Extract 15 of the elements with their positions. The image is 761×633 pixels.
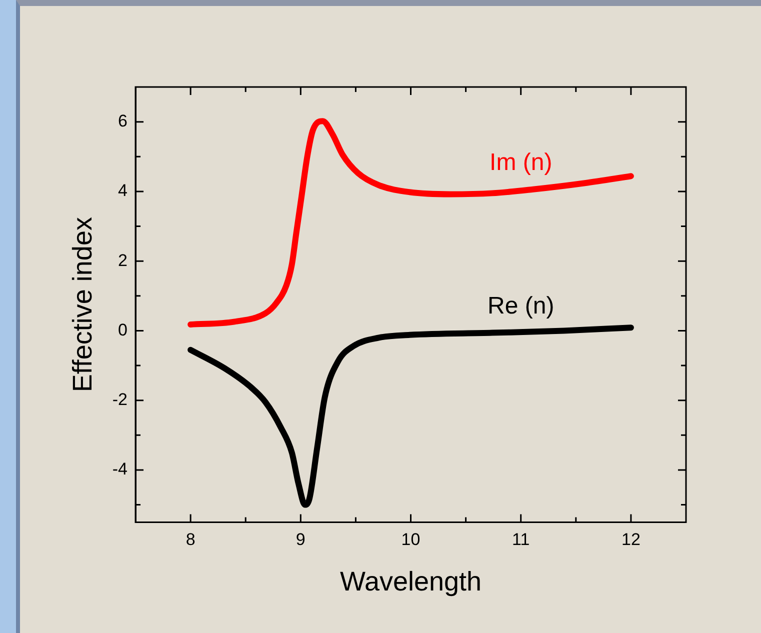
x-axis-title: Wavelength	[340, 566, 482, 596]
y-tick-label: -2	[112, 390, 128, 410]
y-tick-label: 0	[118, 320, 128, 340]
x-tick-label: 11	[512, 530, 530, 550]
y-tick-label: 2	[118, 250, 128, 270]
x-tick-label: 9	[296, 530, 306, 550]
series-label: Re (n)	[488, 292, 554, 320]
x-tick-label: 12	[621, 530, 640, 550]
y-tick-label: -4	[112, 460, 128, 479]
y-tick-label: 6	[118, 112, 128, 131]
y-tick-label: 4	[118, 181, 128, 200]
y-axis-title: Effective index	[68, 216, 98, 392]
x-tick-label: 8	[186, 530, 196, 550]
series-label: Im (n)	[490, 148, 552, 176]
x-tick-label: 10	[401, 530, 420, 550]
